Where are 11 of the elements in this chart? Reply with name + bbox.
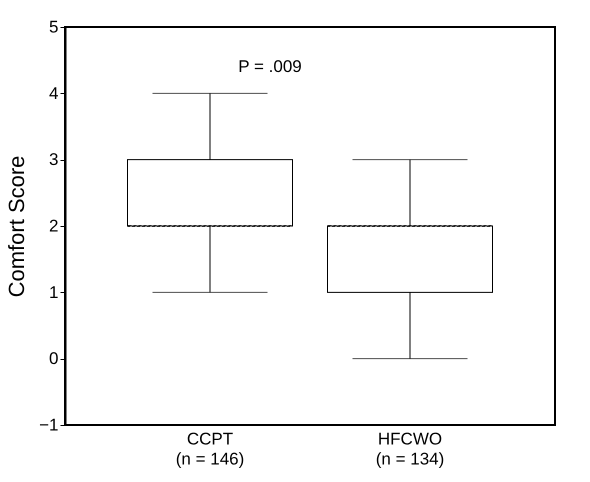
annotation: P = .009 <box>238 57 302 76</box>
x-tick-label: HFCWO (n = 134) <box>376 430 444 468</box>
y-tick-label: 2 <box>49 216 58 236</box>
y-tick-label: 3 <box>49 150 58 170</box>
y-tick-label: 0 <box>49 349 58 368</box>
y-tick-label: 1 <box>49 282 58 302</box>
x-tick-label: CCPT (n = 146) <box>176 430 244 468</box>
y-tick-label: −1 <box>39 416 58 434</box>
y-axis-title: Comfort Score <box>4 156 30 298</box>
y-tick-label: 4 <box>49 84 58 103</box>
y-tick-label: 5 <box>49 18 58 36</box>
